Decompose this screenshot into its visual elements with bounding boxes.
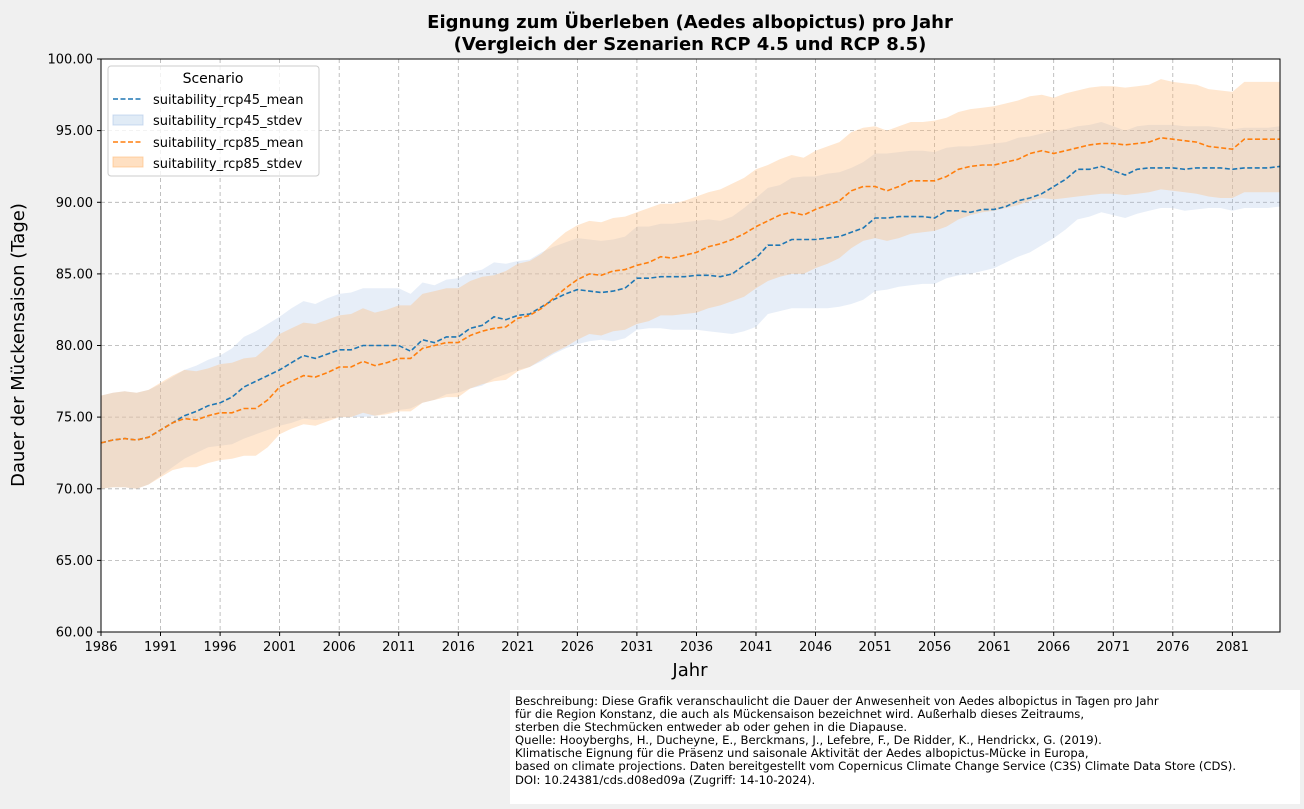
- y-axis-label: Dauer der Mückensaison (Tage): [8, 203, 29, 487]
- x-tick-label: 2001: [263, 640, 296, 655]
- y-tick-label: 95.00: [56, 124, 93, 139]
- legend-label-rcp85-mean: suitability_rcp85_mean: [153, 136, 303, 151]
- legend-swatch-rcp45-stdev: [112, 114, 144, 126]
- lines: [100, 136, 1281, 444]
- x-tick-label: 2056: [918, 640, 951, 655]
- legend-label-rcp85-stdev: suitability_rcp85_stdev: [153, 157, 303, 172]
- chart-caption: Beschreibung: Diese Grafik veranschaulic…: [510, 690, 1300, 804]
- y-tick-label: 90.00: [56, 196, 93, 211]
- caption-line-5: Klimatische Eignung für die Präsenz und …: [515, 746, 1089, 761]
- caption-line-6: based on climate projections. Daten bere…: [515, 759, 1237, 774]
- x-tick-label: 2026: [561, 640, 594, 655]
- x-tick-label: 2081: [1216, 640, 1249, 655]
- chart-title-line-2: (Vergleich der Szenarien RCP 4.5 und RCP…: [454, 34, 927, 55]
- y-tick-label: 70.00: [56, 482, 93, 497]
- ticks: 1986 1991 1996 2001 2006 2011 2016 2021 2026 2031…: [48, 53, 1249, 656]
- chart-title-line-1: Eignung zum Überleben (Aedes albopictus)…: [427, 11, 953, 33]
- x-tick-label: 2021: [501, 640, 534, 655]
- suitability-rcp45-stdev-band: [101, 122, 1280, 489]
- y-tick-label: 75.00: [56, 411, 93, 426]
- legend-label-rcp45-stdev: suitability_rcp45_stdev: [153, 114, 303, 129]
- suitability-rcp85-stdev-band: [101, 79, 1280, 489]
- x-tick-label: 2046: [799, 640, 832, 655]
- x-tick-label: 2066: [1037, 640, 1070, 655]
- x-tick-label: 1986: [84, 640, 117, 655]
- suitability-rcp45-mean-line: [100, 165, 1281, 444]
- x-tick-label: 2071: [1097, 640, 1130, 655]
- x-tick-label: 2011: [382, 640, 415, 655]
- y-tick-label: 60.00: [56, 626, 93, 641]
- legend: Scenario suitability_rcp45_mean suitabil…: [107, 65, 320, 177]
- x-tick-label: 2036: [680, 640, 713, 655]
- y-tick-label: 80.00: [56, 339, 93, 354]
- caption-line-2: für die Region Konstanz, die auch als Mü…: [515, 707, 1085, 722]
- caption-line-3: sterben die Stechmücken entweder ab oder…: [515, 720, 908, 735]
- x-tick-label: 1996: [204, 640, 237, 655]
- x-tick-label: 2076: [1156, 640, 1189, 655]
- legend-title: Scenario: [183, 71, 244, 87]
- caption-line-1: Beschreibung: Diese Grafik veranschaulic…: [515, 694, 1159, 708]
- legend-box: [107, 65, 320, 177]
- legend-swatch-rcp85-stdev: [112, 156, 144, 168]
- x-tick-label: 2031: [620, 640, 653, 655]
- x-tick-label: 2041: [739, 640, 772, 655]
- y-tick-label: 85.00: [56, 267, 93, 282]
- caption-line-7: DOI: 10.24381/cds.d08ed09a (Zugriff: 14-…: [515, 772, 816, 787]
- legend-label-rcp45-mean: suitability_rcp45_mean: [153, 93, 303, 108]
- caption-line-4: Quelle: Hooyberghs, H., Ducheyne, E., Be…: [515, 733, 1102, 748]
- x-tick-label: 2006: [323, 640, 356, 655]
- x-tick-label: 2051: [859, 640, 892, 655]
- bands: [101, 79, 1280, 489]
- x-tick-label: 1991: [144, 640, 177, 655]
- y-tick-label: 100.00: [48, 53, 94, 68]
- suitability-rcp85-mean-line: [100, 136, 1280, 444]
- x-tick-label: 2061: [978, 640, 1011, 655]
- x-axis-label: Jahr: [671, 660, 708, 681]
- x-tick-label: 2016: [442, 640, 475, 655]
- y-tick-label: 65.00: [56, 554, 93, 569]
